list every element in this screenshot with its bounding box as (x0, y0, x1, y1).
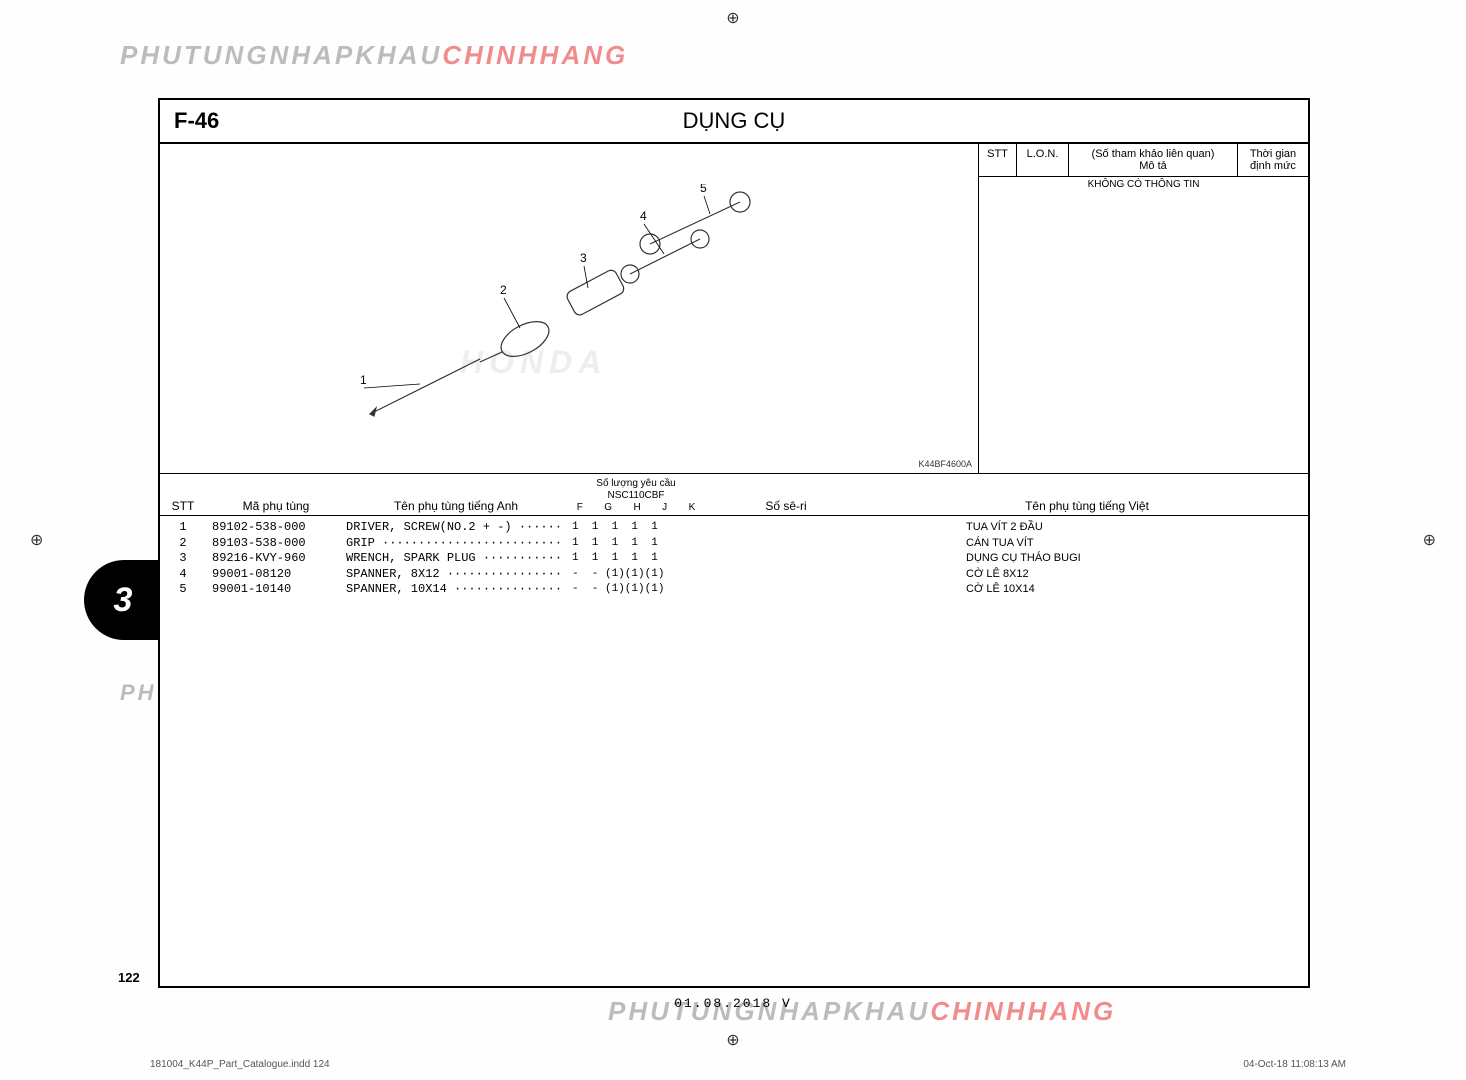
cell-code: 89102-538-000 (206, 520, 346, 536)
cell-stt: 2 (160, 536, 206, 552)
th-code: Mã phụ tùng (206, 499, 346, 513)
th-en: Tên phụ tùng tiếng Anh (346, 499, 566, 513)
crop-mark-top: ⊕ (726, 8, 739, 28)
footer-date: 01.08.2018 V (674, 996, 792, 1011)
page-number: 122 (118, 970, 140, 985)
section-header: F-46 DỤNG CỤ (160, 100, 1308, 144)
ref-h-desc: (Số tham khảo liên quan) Mô tả (1069, 144, 1238, 176)
footer-filename: 181004_K44P_Part_Catalogue.indd 124 (150, 1059, 330, 1070)
ref-h-stt: STT (979, 144, 1017, 176)
cell-qty: - - (1)(1)(1) (566, 582, 706, 598)
diagram-area: HONDA (160, 144, 978, 473)
parts-table-body: 189102-538-000DRIVER, SCREW(NO.2 + -) ··… (160, 516, 1308, 602)
qty-col-label: G (604, 502, 612, 513)
table-row: 289103-538-000GRIP ·····················… (160, 536, 1308, 552)
ref-h-lon: L.O.N. (1017, 144, 1069, 176)
parts-table-header: STT Mã phụ tùng Tên phụ tùng tiếng Anh S… (160, 474, 1308, 516)
cell-serial (706, 567, 866, 583)
cell-en: GRIP ························· (346, 536, 566, 552)
cell-en: SPANNER, 8X12 ················ (346, 567, 566, 583)
table-row: 389216-KVY-960WRENCH, SPARK PLUG ·······… (160, 551, 1308, 567)
section-tab: 3 (84, 560, 162, 640)
qty-col-label: J (662, 502, 667, 513)
diagram-code: K44BF4600A (918, 459, 972, 469)
cell-en: WRENCH, SPARK PLUG ··········· (346, 551, 566, 567)
callout-3: 3 (580, 251, 587, 265)
cell-en: DRIVER, SCREW(NO.2 + -) ······ (346, 520, 566, 536)
cell-stt: 4 (160, 567, 206, 583)
footer-timestamp: 04-Oct-18 11:08:13 AM (1243, 1059, 1346, 1070)
cell-vn: TUA VÍT 2 ĐẦU (866, 520, 1308, 536)
tools-diagram: 1 2 3 4 5 (330, 184, 770, 444)
crop-mark-left: ⊕ (30, 530, 43, 550)
cell-qty: 1 1 1 1 1 (566, 551, 706, 567)
cell-stt: 1 (160, 520, 206, 536)
cell-stt: 3 (160, 551, 206, 567)
section-code: F-46 (160, 108, 360, 134)
table-row: 499001-08120SPANNER, 8X12 ··············… (160, 567, 1308, 583)
crop-mark-bottom: ⊕ (726, 1030, 739, 1050)
qty-col-label: K (689, 502, 696, 513)
cell-qty: 1 1 1 1 1 (566, 536, 706, 552)
cell-vn: CỜ LÊ 8X12 (866, 567, 1308, 583)
table-row: 599001-10140SPANNER, 10X14 ·············… (160, 582, 1308, 598)
callout-1: 1 (360, 373, 367, 387)
cell-serial (706, 520, 866, 536)
cell-code: 89103-538-000 (206, 536, 346, 552)
table-row: 189102-538-000DRIVER, SCREW(NO.2 + -) ··… (160, 520, 1308, 536)
cell-serial (706, 551, 866, 567)
th-vn: Tên phụ tùng tiếng Việt (866, 499, 1308, 513)
ref-body: KHÔNG CÓ THÔNG TIN (979, 177, 1308, 473)
qty-col-label: F (577, 502, 583, 513)
cell-vn: CỜ LÊ 10X14 (866, 582, 1308, 598)
cell-en: SPANNER, 10X14 ··············· (346, 582, 566, 598)
callout-2: 2 (500, 283, 507, 297)
page-frame: F-46 DỤNG CỤ HONDA (158, 98, 1310, 988)
cell-code: 99001-08120 (206, 567, 346, 583)
qty-col-label: H (633, 502, 640, 513)
th-stt: STT (160, 499, 206, 513)
cell-qty: - - (1)(1)(1) (566, 567, 706, 583)
cell-stt: 5 (160, 582, 206, 598)
th-qty: Số lượng yêu cầu NSC110CBF FGHJK (566, 478, 706, 513)
ref-h-time: Thời gian định mức (1238, 144, 1308, 176)
cell-serial (706, 536, 866, 552)
th-serial: Số sê-ri (706, 499, 866, 513)
cell-vn: CÁN TUA VÍT (866, 536, 1308, 552)
watermark: PHUTUNGNHAPKHAUCHINHHANG (120, 40, 628, 71)
cell-code: 89216-KVY-960 (206, 551, 346, 567)
section-title: DỤNG CỤ (360, 108, 1308, 134)
crop-mark-right: ⊕ (1423, 530, 1436, 550)
callout-5: 5 (700, 184, 707, 195)
cell-vn: DỤNG CỤ THÁO BUGI (866, 551, 1308, 567)
callout-4: 4 (640, 209, 647, 223)
cell-serial (706, 582, 866, 598)
reference-box: STT L.O.N. (Số tham khảo liên quan) Mô t… (978, 144, 1308, 473)
cell-code: 99001-10140 (206, 582, 346, 598)
cell-qty: 1 1 1 1 1 (566, 520, 706, 536)
